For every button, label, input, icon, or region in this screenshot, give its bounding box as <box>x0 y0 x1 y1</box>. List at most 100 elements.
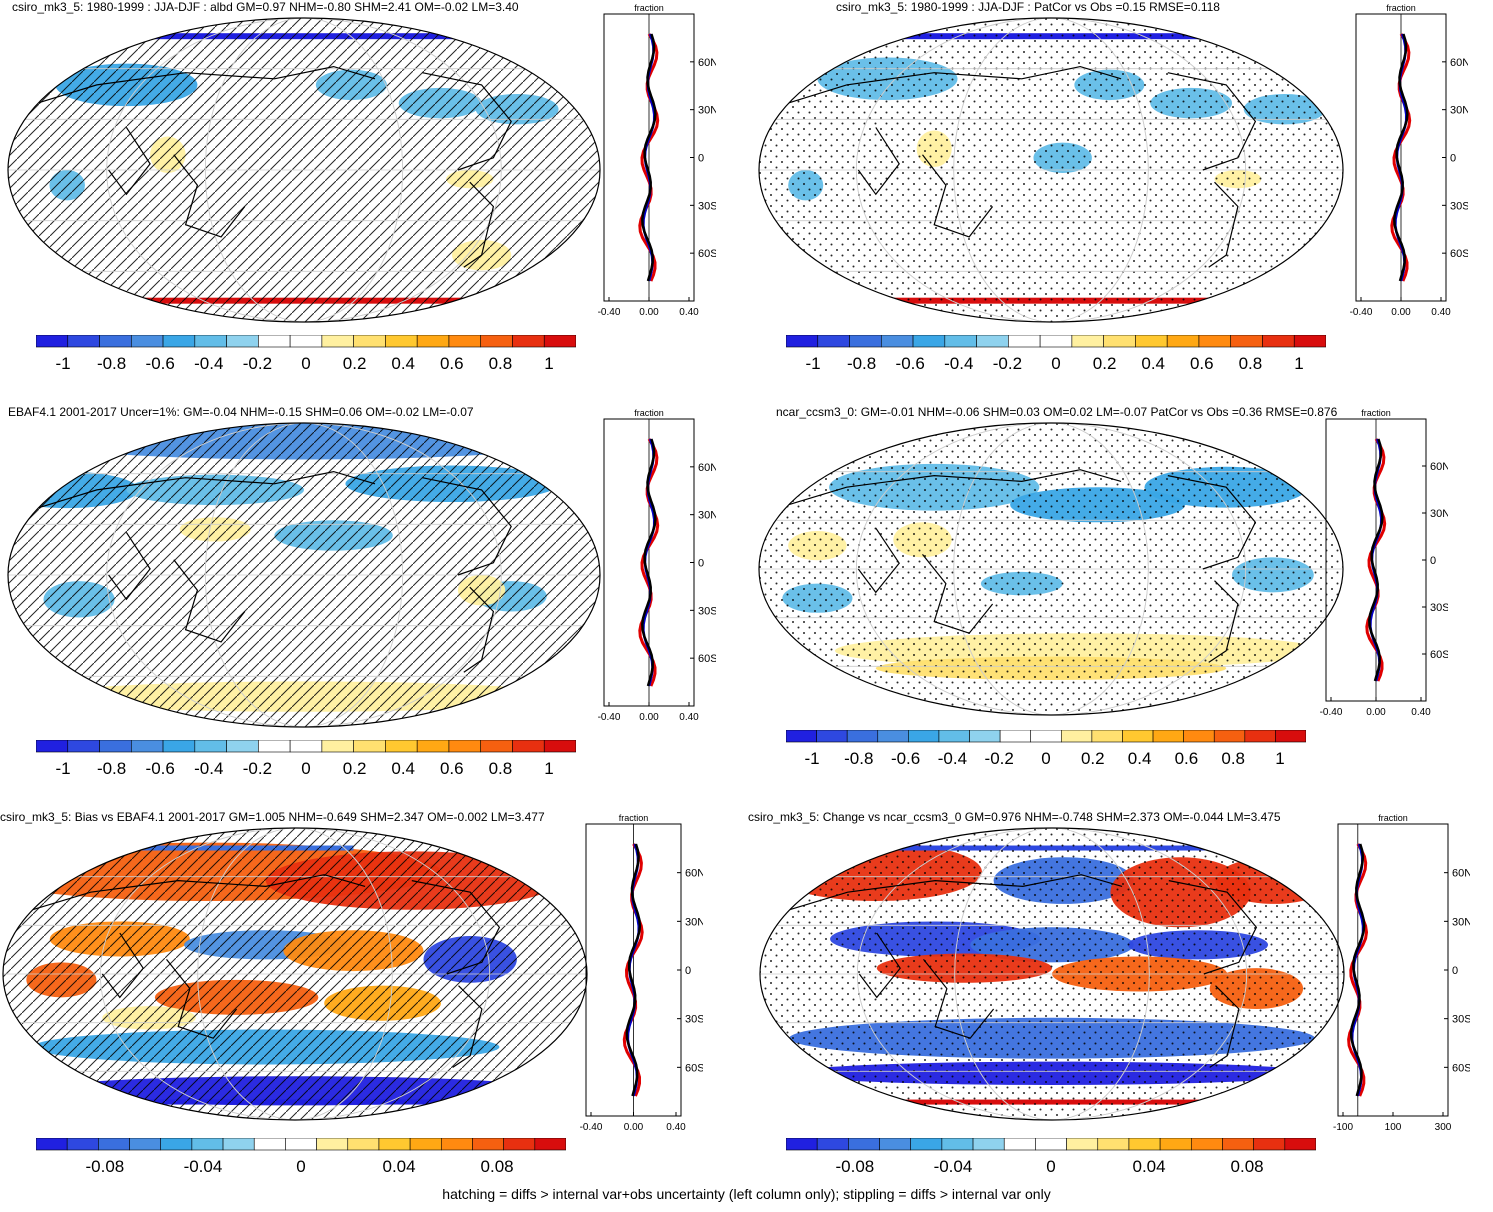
map <box>759 827 1345 1121</box>
zonal-xtick-label: -0.40 <box>598 712 621 723</box>
colorbar-swatch <box>1060 730 1093 743</box>
zonal-ytick-label: 0 <box>1450 153 1456 165</box>
zonal-ytick-label: 30S <box>698 200 716 212</box>
coastline <box>923 959 995 1039</box>
colorbar-swatch <box>130 740 164 753</box>
coastline <box>1167 475 1257 570</box>
zonal-profile: fraction -0.40 0.00 0.40 60N 30N 0 30S 60S <box>1320 408 1448 718</box>
zonal-xtick-label: 0.00 <box>639 712 659 723</box>
colorbar-swatch <box>846 730 879 743</box>
colorbar-swatch <box>786 335 819 348</box>
colorbar-swatch <box>1293 335 1326 348</box>
graticule-meridian <box>953 423 1149 715</box>
coastline <box>37 65 376 104</box>
coastline <box>857 127 900 196</box>
colorbar-swatch <box>353 740 386 753</box>
zonal-ytick-label: 60N <box>1430 461 1448 473</box>
zonal-ytick-label: 30S <box>685 1014 703 1026</box>
mean-profile <box>625 843 642 1097</box>
colorbar-label: -0.2 <box>243 759 272 778</box>
coastline <box>922 154 994 238</box>
mean-profile <box>641 438 657 687</box>
zonal-title: fraction <box>1378 813 1408 823</box>
zonal-ytick-label: 0 <box>698 558 704 570</box>
map-border <box>2 827 588 1121</box>
zonal-ytick-label: 60N <box>685 868 703 880</box>
coastline <box>452 985 483 1068</box>
colorbar-swatch <box>1262 335 1295 348</box>
zonal-ytick-label: 60N <box>1450 57 1468 69</box>
zonal-ytick-label: 60S <box>698 653 716 665</box>
zonal-ytick-label: 30S <box>1452 1014 1470 1026</box>
map-field <box>759 423 1343 715</box>
zonal-profile: fraction -100 100 300 60N 30N 0 30S 60S <box>1333 813 1470 1133</box>
colorbar-swatch <box>129 1138 162 1151</box>
coastline <box>463 586 495 673</box>
mean-profile <box>1349 843 1366 1097</box>
colorbar-swatch <box>222 1138 255 1151</box>
zonal-title: fraction <box>634 408 664 418</box>
colorbar-swatch <box>503 1138 536 1151</box>
map <box>7 17 601 323</box>
colorbar-label: -0.6 <box>146 759 175 778</box>
figure-caption: hatching = diffs > internal var+obs unce… <box>442 1186 1051 1202</box>
colorbar-label: -0.8 <box>97 354 126 373</box>
colorbar-swatch <box>321 335 354 348</box>
coastline <box>789 874 1123 911</box>
colorbar-label: 0.8 <box>1239 354 1263 373</box>
colorbar: -1 -0.8 -0.6 -0.4 -0.2 0 0.2 0.4 0.6 0.8 1 <box>786 730 1306 768</box>
colorbar-label: 0.6 <box>440 354 464 373</box>
colorbar-swatch <box>1103 335 1136 348</box>
colorbar-swatch <box>36 1138 68 1151</box>
colorbar-swatch <box>416 335 450 348</box>
coastline <box>422 477 512 576</box>
coastline <box>422 72 512 171</box>
colorbar-swatch <box>848 1138 880 1151</box>
colorbar-swatch <box>816 730 848 743</box>
colorbar-label: 0.4 <box>391 759 415 778</box>
coastline <box>411 880 501 975</box>
colorbar-swatch <box>910 1138 943 1151</box>
panel-title: csiro_mk3_5: 1980-1999 : JJA-DJF : PatCo… <box>836 0 1220 14</box>
colorbar-label: 1 <box>1294 354 1303 373</box>
zonal-ytick-label: 30S <box>1450 200 1468 212</box>
zonal-xtick-label: -0.40 <box>1320 707 1343 718</box>
colorbar-swatch <box>944 335 977 348</box>
colorbar-label: -0.4 <box>194 759 223 778</box>
colorbar-swatch <box>67 740 100 753</box>
colorbar-swatch <box>226 740 259 753</box>
colorbar-label: -0.6 <box>896 354 925 373</box>
colorbar-swatch <box>1183 730 1215 743</box>
graticule-meridian <box>204 18 404 322</box>
map <box>2 827 588 1121</box>
zonal-ytick-label: 30S <box>1430 602 1448 614</box>
colorbar-swatch <box>816 1138 849 1151</box>
colorbar-swatch <box>1253 1138 1286 1151</box>
map <box>758 422 1344 716</box>
colorbar-label: 0.8 <box>489 759 513 778</box>
colorbar-label: 0.2 <box>343 354 367 373</box>
zonal-ytick-label: 30N <box>1430 508 1448 520</box>
colorbar-swatch <box>877 730 909 743</box>
colorbar-label: 0.4 <box>1128 749 1152 768</box>
graticule-meridian <box>855 18 1247 322</box>
colorbar-swatch <box>130 335 164 348</box>
zonal-title: fraction <box>1386 3 1416 13</box>
colorbar-swatch <box>440 1138 473 1151</box>
colorbar-label: 0.6 <box>1175 749 1199 768</box>
colorbar-swatch <box>1152 730 1184 743</box>
colorbar-label: 0.04 <box>1133 1157 1166 1176</box>
zonal-ytick-label: 30N <box>1452 916 1470 928</box>
colorbar-swatch <box>321 740 354 753</box>
colorbar-label: 0.4 <box>1141 354 1165 373</box>
colorbar-label: 1 <box>544 759 553 778</box>
colorbar-swatch <box>1008 335 1041 348</box>
colorbar-swatch <box>972 1138 1005 1151</box>
panel-title: EBAF4.1 2001-2017 Uncer=1%: GM=-0.04 NHM… <box>8 405 474 419</box>
colorbar-swatch <box>67 335 100 348</box>
colorbar-swatch <box>285 1138 317 1151</box>
colorbar-swatch <box>1159 1138 1192 1151</box>
colorbar-swatch <box>543 335 576 348</box>
map <box>758 17 1344 323</box>
coastline <box>788 469 1122 506</box>
